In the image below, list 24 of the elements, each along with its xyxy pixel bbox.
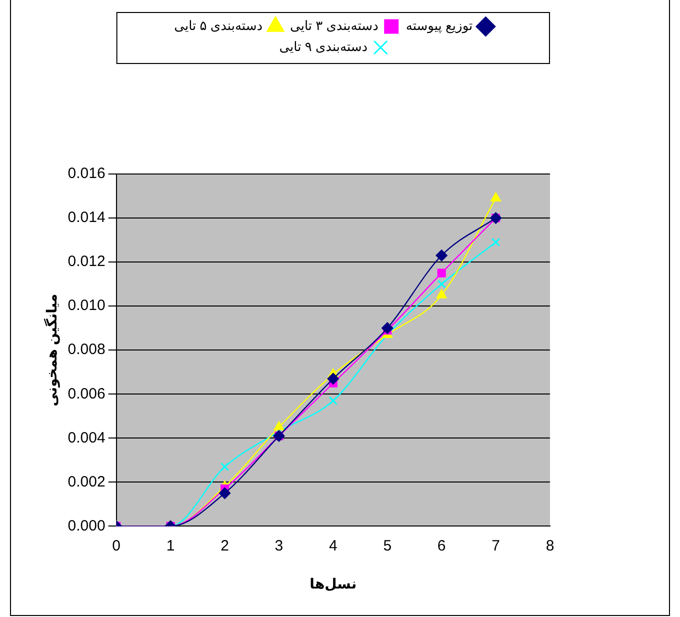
x-tick-label: 1 xyxy=(166,537,175,554)
x-tick-label: 3 xyxy=(274,537,284,554)
x-tick-label: 5 xyxy=(383,537,392,554)
y-axis-title: میانگین همخونی xyxy=(43,294,60,406)
x-tick-label: 0 xyxy=(112,537,121,554)
x-axis-title: نسل‌ها xyxy=(310,575,357,592)
x-tick-label: 8 xyxy=(546,537,554,554)
x-tick-label: 6 xyxy=(437,537,446,554)
y-tick-label: 0.006 xyxy=(68,385,106,402)
legend-label: دسته‌بندی ۳ تایی xyxy=(290,18,379,34)
legend-label: توزیع پیوسته xyxy=(406,18,474,34)
y-tick-label: 0.014 xyxy=(68,209,106,226)
y-tick-label: 0.012 xyxy=(68,253,106,270)
y-tick-label: 0.002 xyxy=(68,473,106,490)
y-tick-label: 0.004 xyxy=(68,429,106,446)
y-tick-label: 0.000 xyxy=(68,517,106,534)
x-tick-label: 4 xyxy=(328,537,338,554)
y-tick-label: 0.010 xyxy=(68,297,106,314)
legend-label: دسته‌بندی ۹ تایی xyxy=(279,39,368,54)
y-tick-label: 0.016 xyxy=(68,165,106,182)
x-tick-label: 2 xyxy=(220,537,229,554)
y-tick-label: 0.008 xyxy=(68,341,106,358)
legend-label: دسته‌بندی ۵ تایی xyxy=(174,18,263,34)
x-tick-label: 7 xyxy=(492,537,500,554)
